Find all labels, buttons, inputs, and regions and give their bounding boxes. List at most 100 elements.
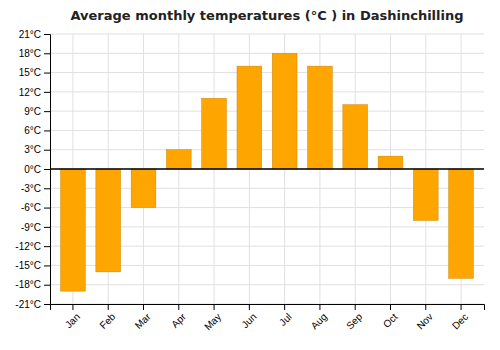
x-tick-label: Apr — [169, 311, 188, 330]
y-tick: 9°C — [24, 106, 50, 117]
y-tick-label: 21°C — [19, 29, 41, 40]
bar — [96, 169, 121, 272]
x-tick: Jun — [239, 304, 258, 330]
bar — [166, 150, 191, 169]
x-tick-mark — [390, 304, 391, 310]
y-axis-line — [44, 35, 51, 305]
x-tick: Jan — [63, 304, 82, 330]
y-tick-mark — [44, 208, 50, 209]
grid-line-y — [50, 34, 484, 35]
x-tick-mark — [249, 304, 250, 310]
x-axis-line — [51, 305, 485, 311]
y-tick-label: 12°C — [19, 87, 41, 98]
bar — [237, 66, 262, 169]
grid-line-y — [50, 169, 484, 170]
x-tick-label: Jul — [277, 311, 294, 328]
y-tick-mark — [44, 188, 50, 189]
bars — [61, 53, 474, 291]
y-tick: -18°C — [15, 279, 50, 290]
y-tick: 21°C — [19, 29, 50, 40]
zero-line — [50, 168, 484, 170]
x-tick-mark — [284, 304, 285, 310]
x-tick: Dec — [450, 304, 470, 331]
x-tick: Feb — [97, 304, 117, 331]
y-tick-mark — [44, 130, 50, 131]
grid-line-y — [50, 149, 484, 150]
bar — [343, 105, 368, 169]
bar — [61, 169, 86, 291]
y-tick-mark — [44, 304, 50, 305]
x-tick-label: Jan — [63, 311, 82, 330]
x-tick-mark — [143, 304, 144, 310]
chart-container: Average monthly temperatures (°C ) in Da… — [0, 0, 500, 350]
x-tick-label: Aug — [309, 311, 329, 331]
plot: -21°C-18°C-15°C-12°C-9°C-6°C-3°C0°C3°C6°… — [15, 29, 484, 333]
x-tick-label: Jun — [239, 311, 258, 330]
x-tick: Jul — [277, 304, 294, 328]
x-tick-mark — [178, 304, 179, 310]
x-tick-mark — [355, 304, 356, 310]
y-tick: 3°C — [24, 144, 50, 155]
bar — [449, 169, 474, 278]
x-tick-label: Oct — [381, 311, 400, 330]
x-tick-label: Feb — [97, 311, 117, 331]
y-tick-label: -3°C — [21, 183, 41, 194]
x-tick-label: Sep — [344, 311, 365, 332]
grid — [50, 34, 484, 304]
y-tick-mark — [44, 34, 50, 35]
grid-line-y — [50, 91, 484, 92]
y-tick-mark — [44, 265, 50, 266]
grid-line-y — [50, 53, 484, 54]
y-tick-label: 3°C — [24, 144, 41, 155]
bar — [378, 156, 403, 169]
chart-title: Average monthly temperatures (°C ) in Da… — [70, 8, 463, 23]
grid-line-y — [50, 111, 484, 112]
y-tick-label: -9°C — [21, 222, 41, 233]
x-tick-mark — [214, 304, 215, 310]
y-tick: -15°C — [15, 260, 50, 271]
grid-line-y — [50, 284, 484, 285]
y-tick-label: 18°C — [19, 48, 41, 59]
y-tick-mark — [44, 53, 50, 54]
y-tick-mark — [44, 246, 50, 247]
y-tick-mark — [44, 227, 50, 228]
y-tick: -6°C — [21, 202, 50, 213]
x-tick: Apr — [169, 304, 188, 330]
y-tick-label: 15°C — [19, 67, 41, 78]
grid-line-y — [50, 130, 484, 131]
y-tick-mark — [44, 92, 50, 93]
y-tick-mark — [44, 111, 50, 112]
x-tick-mark — [461, 304, 462, 310]
y-tick-label: 9°C — [24, 106, 41, 117]
bar — [413, 169, 438, 220]
y-tick: -3°C — [21, 183, 50, 194]
x-tick: Sep — [344, 304, 365, 331]
chart-svg: Average monthly temperatures (°C ) in Da… — [0, 0, 500, 350]
bar — [272, 53, 297, 169]
y-tick-label: -18°C — [15, 279, 41, 290]
y-tick-mark — [44, 150, 50, 151]
x-tick-label: May — [202, 311, 223, 332]
y-tick-mark — [44, 169, 50, 170]
x-tick-label: Nov — [415, 311, 435, 331]
y-tick: -12°C — [15, 241, 50, 252]
y-tick: 15°C — [19, 67, 50, 78]
y-tick-label: -6°C — [21, 202, 41, 213]
grid-line-y — [50, 72, 484, 73]
x-tick: Nov — [415, 304, 435, 331]
y-tick-label: 6°C — [24, 125, 41, 136]
x-tick-label: Dec — [450, 311, 470, 331]
bar — [202, 98, 227, 169]
x-tick-mark — [425, 304, 426, 310]
y-tick-mark — [44, 73, 50, 74]
y-tick-label: -12°C — [15, 241, 41, 252]
y-tick: -21°C — [15, 299, 50, 310]
x-tick: Aug — [309, 304, 329, 331]
y-tick: 12°C — [19, 87, 50, 98]
y-axis: -21°C-18°C-15°C-12°C-9°C-6°C-3°C0°C3°C6°… — [15, 29, 50, 310]
x-tick-mark — [108, 304, 109, 310]
x-axis: Jan Feb Mar Apr May Jun Jul Aug Sep Oct Nov Dec — [51, 304, 485, 332]
x-tick-label: Mar — [133, 311, 153, 331]
x-tick-mark — [319, 304, 320, 310]
y-tick: 6°C — [24, 125, 50, 136]
